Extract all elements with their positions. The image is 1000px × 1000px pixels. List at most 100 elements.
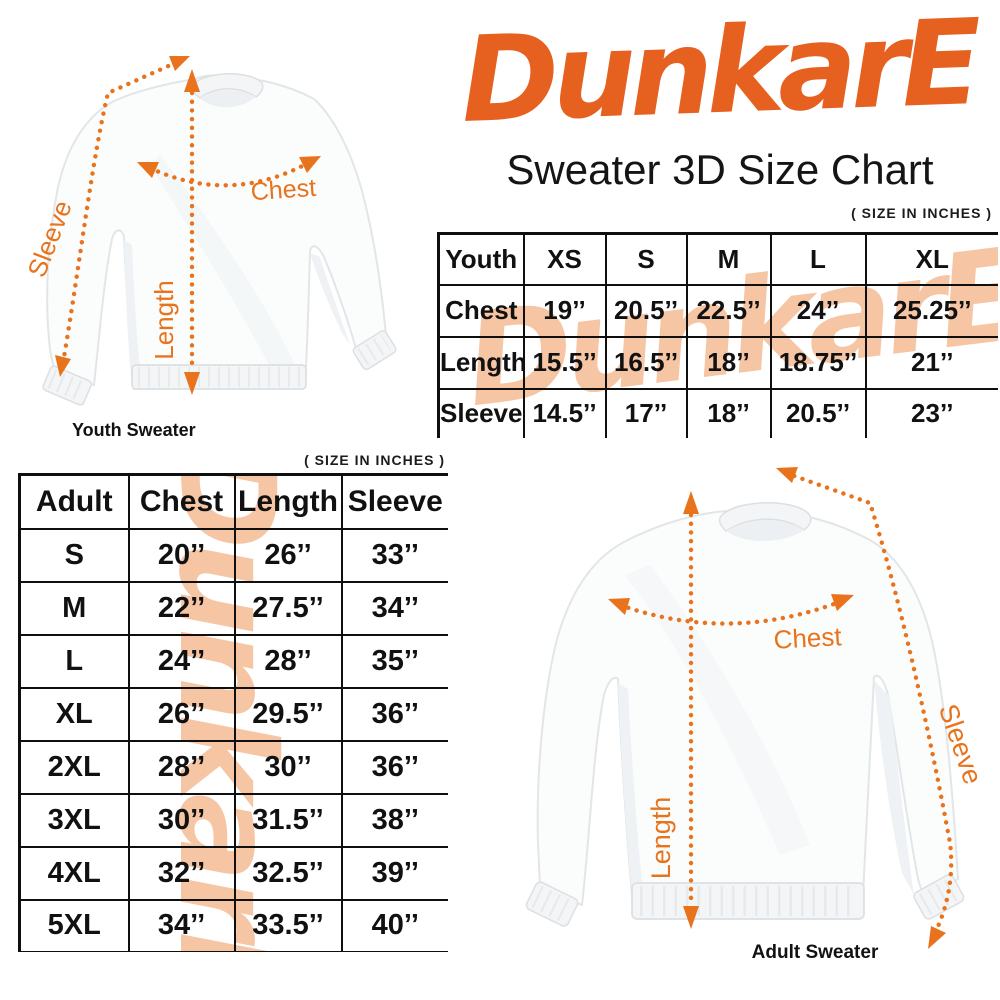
col-header: S: [604, 232, 688, 286]
chest-label: Chest: [250, 174, 317, 206]
table-header-row: Adult Chest Length Sleeve: [18, 473, 448, 530]
row-label: 5XL: [18, 898, 130, 952]
table-row: S 20’’ 26’’ 33’’: [18, 527, 448, 583]
cell: 22.5’’: [685, 283, 772, 338]
col-header: Chest: [127, 473, 236, 530]
row-label: 4XL: [18, 845, 130, 901]
row-label: 2XL: [18, 739, 130, 795]
cell: 29.5’’: [233, 686, 343, 742]
row-label: Length: [437, 335, 527, 390]
table-row: XL 26’’ 29.5’’ 36’’: [18, 686, 448, 742]
row-label: 3XL: [18, 792, 130, 848]
row-label: Sleeve: [437, 387, 525, 438]
youth-size-table: Youth XS S M L XL Chest 19’’ 20.5’’ 22.5…: [437, 232, 998, 438]
cell: 32’’: [127, 845, 236, 901]
arrow-down-icon: [55, 355, 71, 377]
cell: 38’’: [340, 792, 448, 848]
cell: 33.5’’: [233, 898, 343, 952]
adult-size-table: Adult Chest Length Sleeve S 20’’ 26’’ 33…: [18, 473, 448, 952]
col-header: M: [685, 232, 772, 286]
table-header-row: Youth XS S M L XL: [437, 232, 998, 286]
sweater-body: [536, 504, 960, 919]
cell: 24’’: [769, 283, 867, 338]
table-row: Sleeve 14.5’’ 17’’ 18’’ 20.5’’ 23’’: [437, 387, 998, 438]
sweater-right-cuff: [913, 874, 965, 920]
cell: 34’’: [340, 580, 448, 636]
col-header: L: [769, 232, 867, 286]
sweater-collar: [191, 73, 264, 108]
cell: 26’’: [233, 527, 343, 583]
row-label: Chest: [437, 283, 525, 338]
arrow-left-icon: [137, 162, 159, 178]
arrow-up-icon: [184, 69, 200, 92]
arrow-up-right-icon: [169, 56, 190, 71]
cell: 24’’: [127, 633, 236, 689]
sweater-right-cuff: [352, 330, 397, 371]
cell: 33’’: [340, 527, 448, 583]
arrow-right-icon: [299, 156, 321, 173]
cell: 15.5’’: [522, 335, 607, 390]
arrow-up-icon: [683, 491, 699, 514]
size-unit-note-adult: ( SIZE IN INCHES ): [304, 452, 445, 468]
length-label: Length: [646, 797, 676, 880]
sweater-hem-band: [131, 364, 307, 390]
adult-chest-measure: Chest: [608, 594, 854, 655]
sweater-hem-band: [631, 882, 865, 920]
table-row: 2XL 28’’ 30’’ 36’’: [18, 739, 448, 795]
table-row: L 24’’ 28’’ 35’’: [18, 633, 448, 689]
cell: 25.25’’: [864, 283, 998, 338]
arrow-down-icon: [184, 372, 200, 395]
arrow-up-left-icon: [776, 467, 798, 483]
chest-label: Chest: [773, 621, 843, 655]
cell: 30’’: [233, 739, 343, 795]
col-header: Adult: [18, 473, 130, 530]
youth-size-table-panel: DunkarE Youth XS S M L XL Chest 19’’ 20.…: [437, 232, 998, 438]
cell: 18.75’’: [769, 335, 867, 390]
cell: 35’’: [340, 633, 448, 689]
cell: 32.5’’: [233, 845, 343, 901]
cell: 31.5’’: [233, 792, 343, 848]
size-unit-note-youth: ( SIZE IN INCHES ): [851, 205, 992, 221]
cell: 18’’: [685, 335, 772, 390]
youth-length-measure: Length: [149, 69, 200, 395]
row-label: S: [18, 527, 130, 583]
cell: 22’’: [127, 580, 236, 636]
page-title: Sweater 3D Size Chart: [506, 146, 934, 193]
cell: 34’’: [127, 898, 236, 952]
cell: 27.5’’: [233, 580, 343, 636]
col-header: XS: [522, 232, 607, 286]
cell: 19’’: [522, 283, 607, 338]
table-row: 4XL 32’’ 32.5’’ 39’’: [18, 845, 448, 901]
sweater-body: [46, 74, 388, 391]
cell: 20.5’’: [769, 387, 867, 438]
arrow-right-icon: [831, 594, 854, 611]
cell: 40’’: [340, 898, 448, 952]
cell: 21’’: [864, 335, 998, 390]
length-label: Length: [149, 280, 179, 360]
arrow-left-icon: [608, 598, 630, 615]
col-header: XL: [864, 232, 998, 286]
adult-sweater-diagram: Length Chest Sleeve: [525, 467, 988, 949]
youth-sweater-diagram: Length Chest Sleeve: [21, 56, 397, 406]
table-row: 5XL 34’’ 33.5’’ 40’’: [18, 898, 448, 952]
cell: 28’’: [127, 739, 236, 795]
arrow-down-icon: [928, 926, 946, 949]
table-row: 3XL 30’’ 31.5’’ 38’’: [18, 792, 448, 848]
cell: 18’’: [685, 387, 772, 438]
adult-sweater-illustration: [525, 502, 965, 927]
cell: 36’’: [340, 686, 448, 742]
col-header: Sleeve: [340, 473, 448, 530]
cell: 30’’: [127, 792, 236, 848]
cell: 36’’: [340, 739, 448, 795]
youth-diagram-caption: Youth Sweater: [72, 420, 196, 440]
cell: 17’’: [604, 387, 688, 438]
row-label: XL: [18, 686, 130, 742]
arrow-down-icon: [683, 906, 699, 929]
cell: 39’’: [340, 845, 448, 901]
brand-logo: DunkarE: [458, 0, 978, 149]
cell: 26’’: [127, 686, 236, 742]
row-label: M: [18, 580, 130, 636]
table-row: Length 15.5’’ 16.5’’ 18’’ 18.75’’ 21’’: [437, 335, 998, 390]
sweater-left-cuff: [42, 365, 93, 406]
cell: 23’’: [864, 387, 998, 438]
